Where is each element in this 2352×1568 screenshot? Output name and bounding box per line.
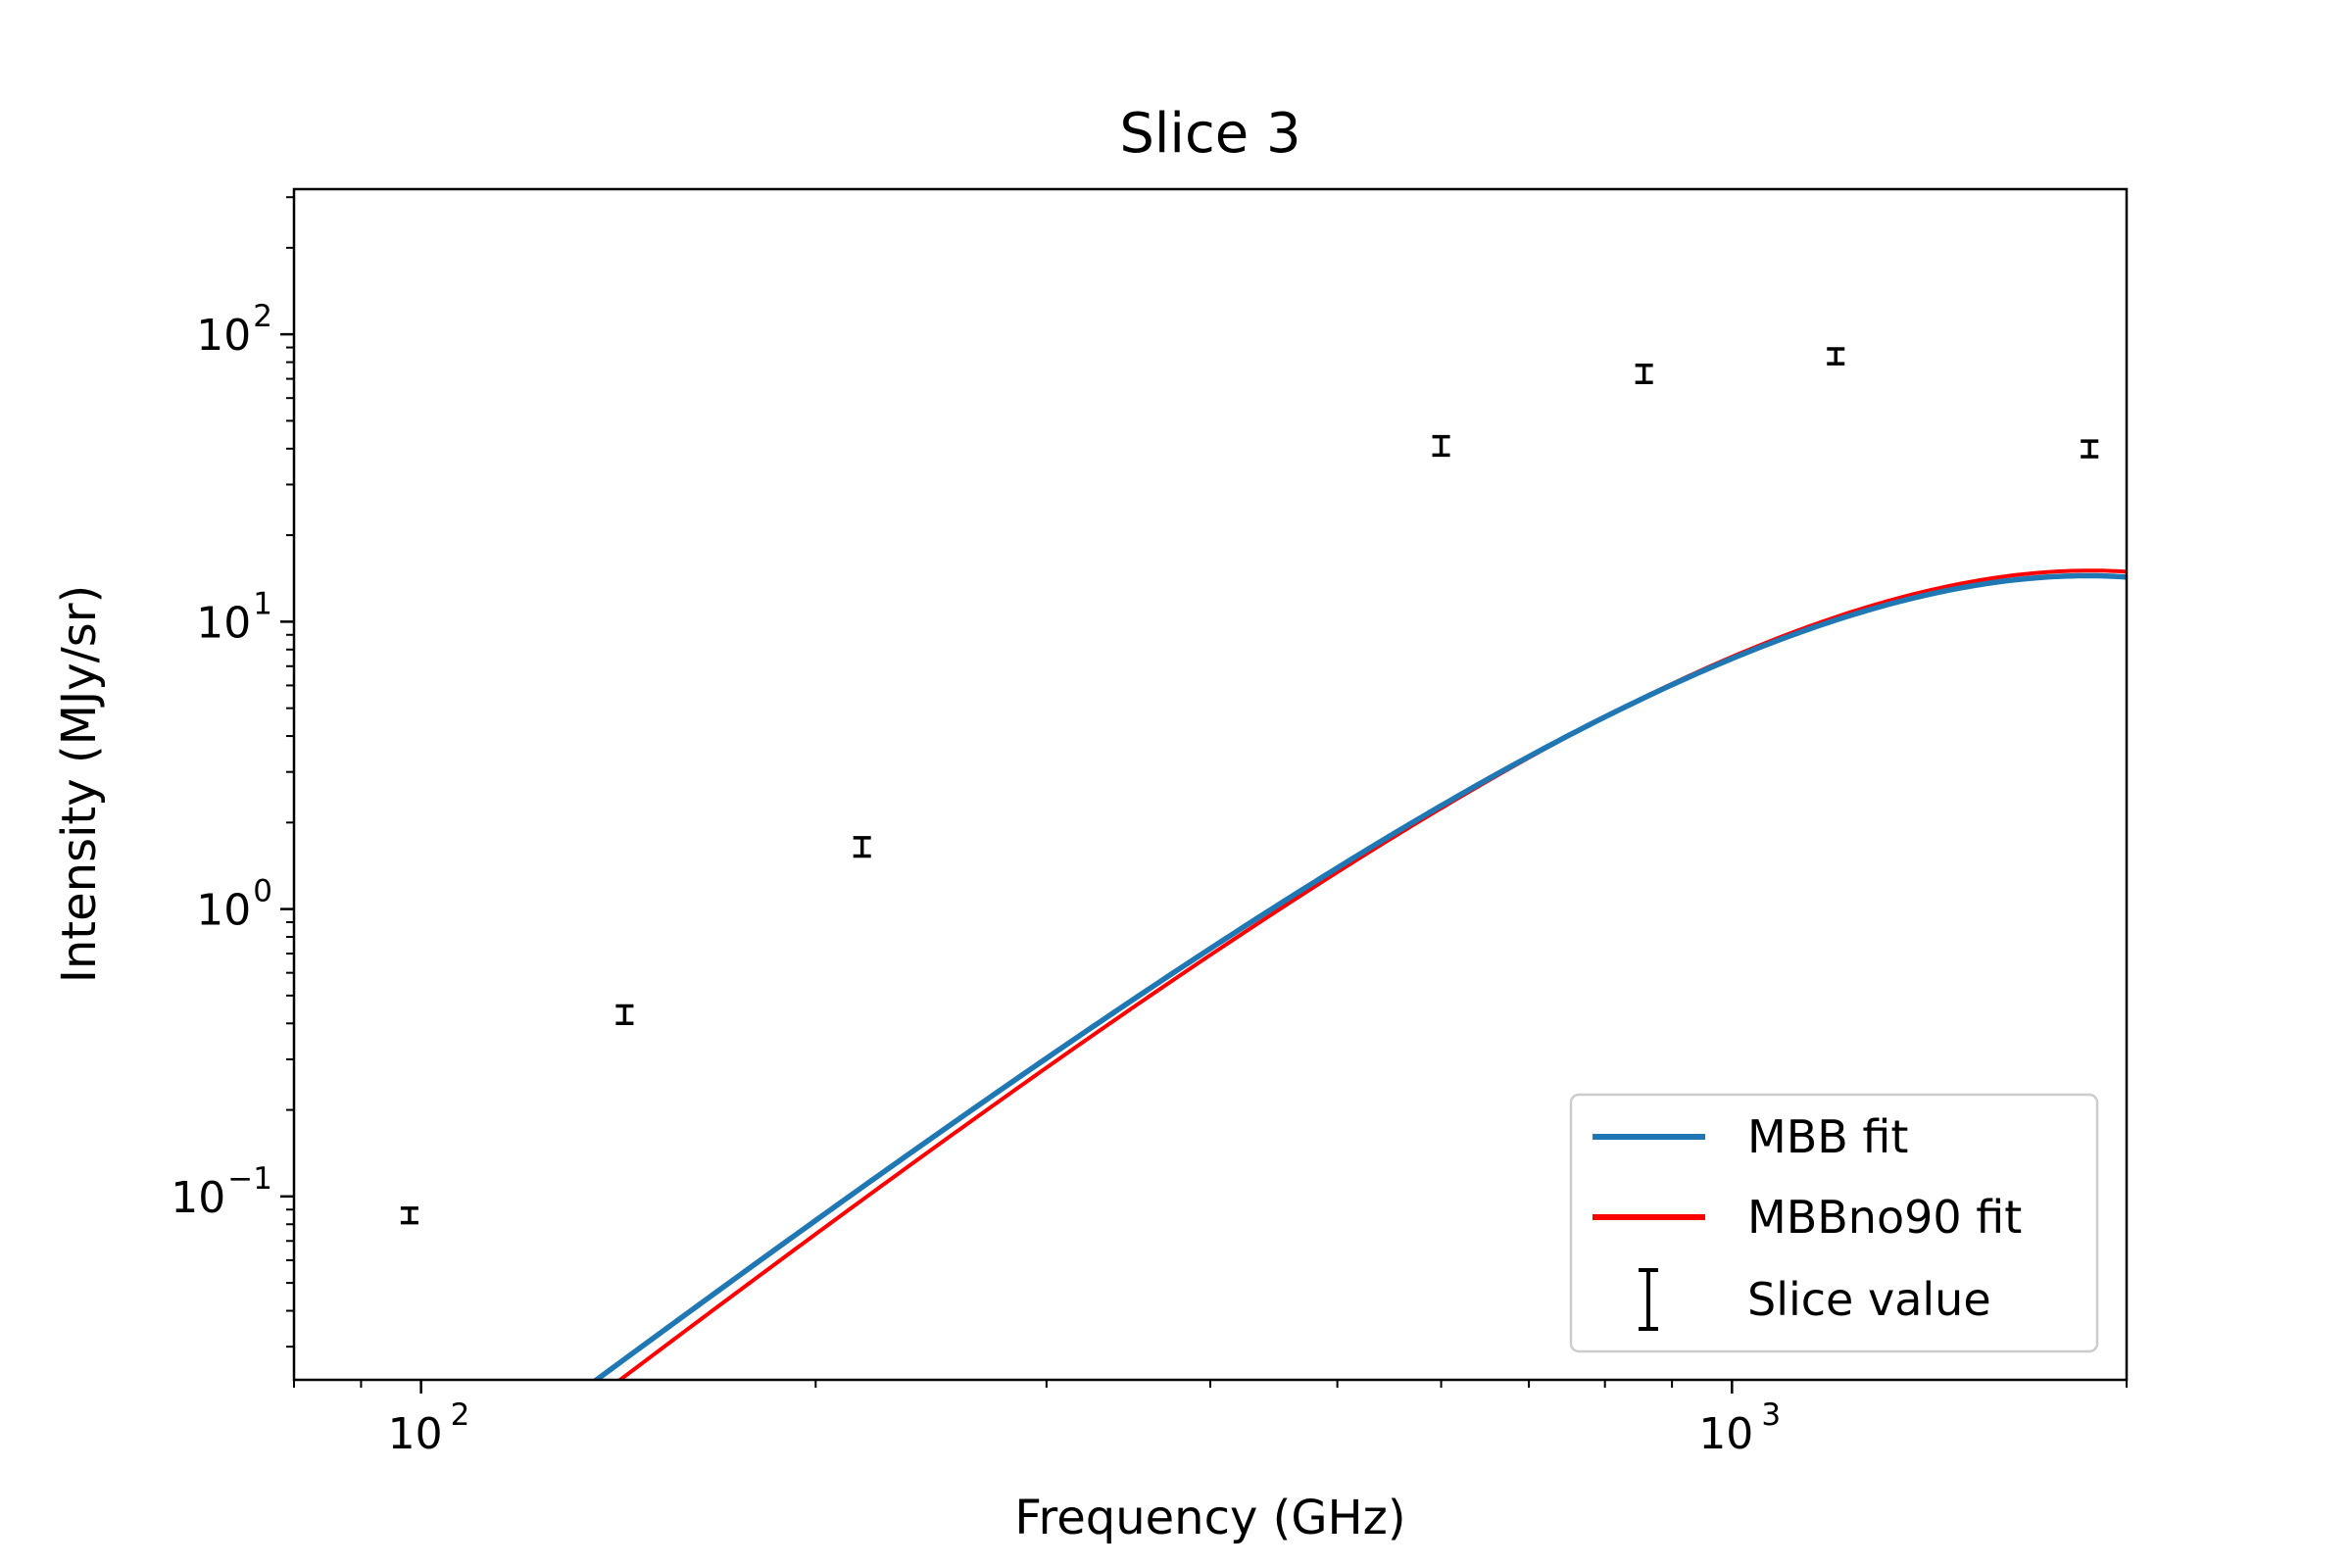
- data-points: [400, 347, 2099, 1225]
- y-axis-label: Intensity (MJy/sr): [52, 585, 107, 984]
- legend-label-mbb: MBB fit: [1747, 1110, 1908, 1163]
- data-point: [1432, 434, 1450, 458]
- legend: MBB fit MBBno90 fit Slice value: [1569, 1093, 2099, 1353]
- legend-label-slice-value: Slice value: [1747, 1273, 1991, 1326]
- legend-swatch-errorbar: [1639, 1268, 1658, 1331]
- x-axis-label: Frequency (GHz): [1014, 1491, 1405, 1545]
- y-tick-label: 10: [171, 1173, 225, 1223]
- y-tick-exponent: 1: [253, 586, 272, 621]
- x-axis-ticks: 10 2 10 3: [293, 1380, 2128, 1459]
- x-tick-exponent: 3: [1761, 1397, 1781, 1433]
- x-tick-exponent: 2: [451, 1397, 470, 1433]
- series-line-0: [592, 572, 2127, 1380]
- y-tick-exponent: 0: [253, 874, 272, 909]
- data-point: [2081, 439, 2099, 459]
- legend-label-mbbno90: MBBno90 fit: [1747, 1191, 2022, 1244]
- fit-curves: [592, 568, 2127, 1380]
- x-tick-label: 10: [388, 1409, 443, 1459]
- series-line-1: [616, 568, 2127, 1380]
- chart-title: Slice 3: [1119, 102, 1300, 166]
- data-point: [1635, 364, 1653, 384]
- data-point: [615, 1004, 634, 1026]
- x-tick-label: 10: [1698, 1409, 1753, 1459]
- data-point: [853, 836, 871, 858]
- legend-frame: [1569, 1093, 2099, 1353]
- y-tick-exponent: −1: [227, 1161, 272, 1197]
- y-tick-label: 10: [196, 598, 251, 648]
- y-tick-label: 10: [196, 311, 251, 361]
- data-point: [400, 1206, 418, 1225]
- data-point: [1827, 347, 1845, 366]
- y-tick-exponent: 2: [253, 299, 272, 334]
- y-tick-label: 10: [196, 886, 251, 936]
